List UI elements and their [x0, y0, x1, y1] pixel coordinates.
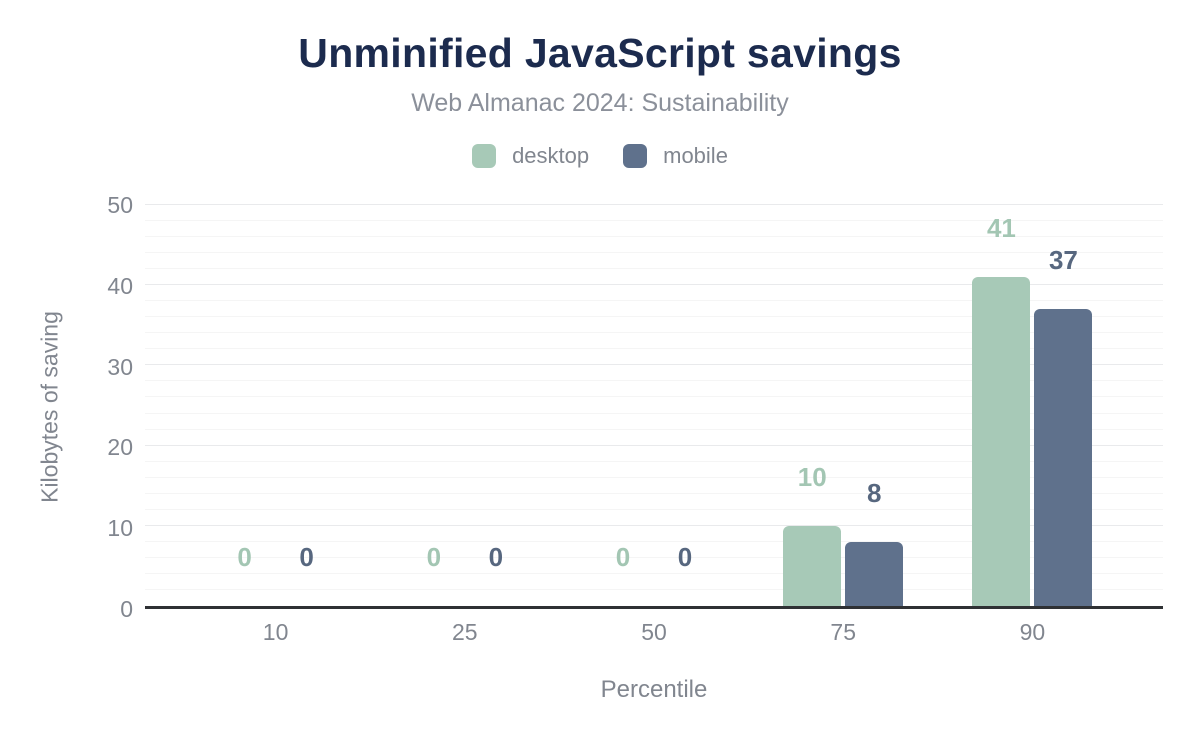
gridline-minor [145, 236, 1163, 238]
legend-label-mobile: mobile [663, 143, 728, 168]
y-tick-label-50: 50 [107, 192, 133, 218]
category-band-75: 10 8 75 [749, 205, 938, 645]
gridline-major [145, 284, 1163, 286]
y-tick-label-20: 20 [107, 434, 133, 461]
gridline-minor [145, 396, 1163, 398]
x-tick-label-75: 75 [830, 619, 856, 645]
category-band-90: 41 37 90 [938, 205, 1127, 645]
bar-slot-desktop-10: 0 [216, 205, 274, 606]
category-band-50: 0 0 50 [559, 205, 748, 645]
gridline-minor [145, 348, 1163, 350]
y-tick-label-10: 10 [107, 515, 133, 542]
bar-slot-mobile-90: 37 [1034, 205, 1093, 606]
gridline-minor [145, 220, 1163, 222]
legend-swatch-desktop-icon [472, 144, 497, 168]
gridline-major [145, 524, 1163, 526]
x-tick-label-50: 50 [641, 619, 667, 645]
bar-mobile-p75[interactable] [845, 541, 904, 606]
chart-title: Unminified JavaScript savings [298, 30, 902, 76]
bar-slot-desktop-50: 0 [594, 205, 652, 606]
value-label-desktop-p50: 0 [615, 542, 631, 572]
legend-swatch-mobile-icon [623, 144, 648, 168]
gridline-minor [145, 380, 1163, 382]
gridline-major [145, 364, 1163, 366]
legend-item-mobile[interactable]: mobile [623, 143, 728, 169]
value-label-mobile-p50: 0 [677, 542, 693, 572]
value-label-mobile-p25: 0 [488, 542, 504, 572]
bar-desktop-p75[interactable] [783, 525, 842, 606]
plot-area: 0 0 10 0 0 25 0 0 50 10 8 75 41 37 90 [145, 204, 1163, 645]
gridline-minor [145, 412, 1163, 414]
y-tick-label-30: 30 [107, 353, 133, 380]
value-label-mobile-p10: 0 [299, 542, 314, 572]
gridline-minor [145, 300, 1163, 302]
value-label-desktop-p25: 0 [426, 542, 442, 572]
gridline-minor [145, 316, 1163, 318]
bar-slot-desktop-25: 0 [405, 205, 463, 606]
bar-slot-mobile-75: 8 [845, 205, 904, 606]
gridline-minor [145, 428, 1163, 430]
gridline-minor [145, 268, 1163, 270]
gridline-minor [145, 492, 1163, 494]
gridline-minor [145, 476, 1163, 478]
x-tick-label-25: 25 [452, 619, 478, 645]
y-tick-label-0: 0 [120, 596, 133, 622]
bar-slot-mobile-25: 0 [467, 205, 525, 606]
category-band-25: 0 0 25 [370, 205, 559, 645]
x-tick-label-10: 10 [262, 619, 289, 645]
y-tick-label-40: 40 [107, 272, 133, 299]
gridline-major [145, 204, 1163, 205]
bar-slot-desktop-75: 10 [783, 205, 842, 606]
gridline-minor [145, 588, 1163, 590]
bar-slot-mobile-50: 0 [656, 205, 714, 606]
chart-subtitle: Web Almanac 2024: Sustainability [411, 89, 789, 117]
gridline-major [145, 444, 1163, 446]
bar-desktop-p90[interactable] [972, 277, 1031, 606]
gridline-minor [145, 508, 1163, 510]
value-label-mobile-p90: 37 [1048, 245, 1078, 276]
legend-item-desktop[interactable]: desktop [472, 143, 589, 169]
x-tick-label-90: 90 [1019, 619, 1046, 645]
legend: desktop mobile [0, 143, 1200, 169]
gridline-minor [145, 556, 1163, 558]
category-band-10: 0 0 10 [181, 205, 370, 645]
legend-label-desktop: desktop [512, 143, 590, 168]
bar-slot-desktop-90: 41 [972, 205, 1031, 606]
value-label-desktop-p90: 41 [986, 213, 1016, 244]
gridline-minor [145, 460, 1163, 462]
bar-slot-mobile-10: 0 [278, 205, 336, 606]
gridline-minor [145, 572, 1163, 574]
gridline-minor [145, 332, 1163, 334]
value-label-desktop-p10: 0 [237, 542, 252, 572]
gridline-minor [145, 540, 1163, 542]
category-bands: 0 0 10 0 0 25 0 0 50 10 8 75 41 37 90 [145, 205, 1163, 645]
y-axis-tick-labels: 0 10 20 30 40 50 [0, 192, 133, 622]
value-label-mobile-p75: 8 [866, 477, 882, 508]
value-label-desktop-p75: 10 [797, 461, 827, 492]
gridline-minor [145, 252, 1163, 254]
bar-mobile-p90[interactable] [1034, 309, 1093, 606]
x-axis-title: Percentile [600, 676, 708, 703]
